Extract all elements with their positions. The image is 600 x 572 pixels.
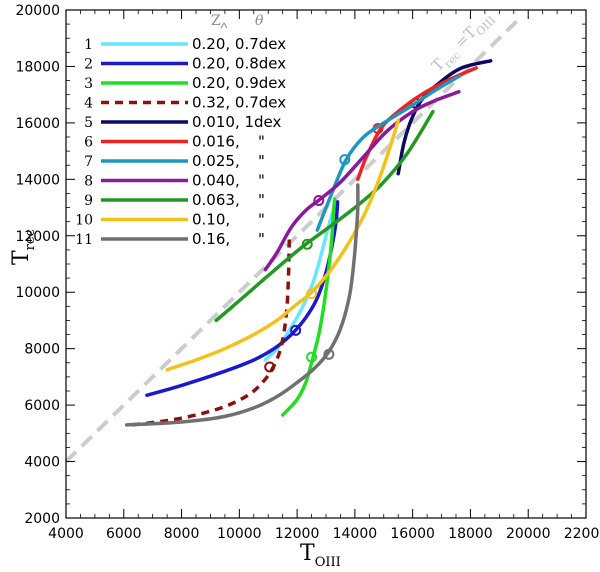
y-tick-label: 6000 <box>24 398 60 414</box>
y-tick-label: 16000 <box>15 116 60 132</box>
x-tick-label: 20000 <box>506 526 551 542</box>
legend-ditto: " <box>258 133 265 151</box>
legend-number: 11 <box>75 232 93 248</box>
series-layer <box>124 59 493 427</box>
legend-number: 3 <box>84 76 93 92</box>
legend-label: 0.10, <box>192 211 230 229</box>
legend-header-z-marker <box>220 22 228 29</box>
legend-entry-7: 7 0.025, " <box>84 152 265 170</box>
y-tick-label: 14000 <box>15 172 60 188</box>
series-marker <box>323 348 335 360</box>
legend-number: 7 <box>84 154 93 170</box>
legend-entry-11: 11 0.16, " <box>75 230 265 248</box>
legend-entry-1: 1 0.20, 0.7dex <box>84 35 286 53</box>
series-marker <box>306 288 318 300</box>
series-line <box>356 66 478 182</box>
legend-entry-9: 9 0.063, " <box>84 191 265 209</box>
diagonal-reference-line <box>64 14 524 463</box>
x-tick-label: 10000 <box>217 526 262 542</box>
y-tick-label: 12000 <box>15 229 60 245</box>
legend-label: 0.010, 1dex <box>192 113 282 131</box>
legend-entry-8: 8 0.040, " <box>84 172 265 190</box>
y-tick-label: 20000 <box>15 3 60 19</box>
series-marker <box>301 238 313 250</box>
x-tick-label: 8000 <box>164 526 200 542</box>
series-line <box>165 118 400 372</box>
legend-header-z: Z <box>211 13 221 29</box>
legend-ditto: " <box>258 211 265 229</box>
legend-label: 0.32, 0.7dex <box>192 94 286 112</box>
y-tick-label: 18000 <box>15 59 60 75</box>
legend-number: 2 <box>84 57 93 73</box>
x-tick-label: 16000 <box>390 526 435 542</box>
series-9 <box>214 109 435 323</box>
series-line <box>263 90 461 272</box>
legend-label: 0.20, 0.9dex <box>192 74 286 92</box>
legend-label: 0.16, <box>192 230 230 248</box>
y-tick-label: 4000 <box>24 455 60 471</box>
legend-label: 0.20, 0.8dex <box>192 55 286 73</box>
series-10 <box>165 118 400 372</box>
plot-frame <box>65 9 587 519</box>
series-marker <box>339 154 351 166</box>
x-tick-label: 14000 <box>333 526 378 542</box>
legend-number: 6 <box>84 135 93 151</box>
legend-number: 8 <box>84 174 93 190</box>
series-5 <box>396 59 493 176</box>
diagonal-reference-layer: Trec =TOIII <box>64 14 524 463</box>
legend-number: 4 <box>84 96 93 112</box>
legend-ditto: " <box>258 191 265 209</box>
legend-entry-2: 2 0.20, 0.8dex <box>84 55 286 73</box>
series-4 <box>132 238 292 427</box>
legend-ditto: " <box>258 172 265 190</box>
legend-entry-4: 4 0.32, 0.7dex <box>84 94 286 112</box>
y-axis-label: Trec <box>9 229 38 265</box>
legend-label: 0.20, 0.7dex <box>192 35 286 53</box>
x-tick-label: 22000 <box>564 526 600 542</box>
series-8 <box>263 90 461 272</box>
legend-entry-3: 3 0.20, 0.9dex <box>84 74 286 92</box>
series-marker <box>313 195 325 206</box>
tick-layer: 4000 6000 8000 10000 12000 14000 16000 18000 200… <box>15 3 600 542</box>
legend-number: 10 <box>75 213 93 229</box>
legend-entry-10: 10 0.10, " <box>75 211 265 229</box>
x-tick-label: 6000 <box>106 526 142 542</box>
legend-entry-5: 5 0.010, 1dex <box>84 113 281 131</box>
y-tick-label: 10000 <box>15 285 60 301</box>
x-tick-label: 12000 <box>275 526 320 542</box>
x-tick-label: 4000 <box>48 526 84 542</box>
legend-label: 0.025, <box>192 152 240 170</box>
legend-number: 5 <box>84 115 93 131</box>
series-11 <box>124 183 360 427</box>
x-axis-label: TOIII <box>300 541 341 570</box>
legend-label: 0.040, <box>192 172 240 190</box>
series-6 <box>356 66 478 182</box>
legend-ditto: " <box>258 152 265 170</box>
series-line <box>396 59 493 176</box>
series-marker <box>264 361 276 373</box>
legend-ditto: " <box>258 230 265 248</box>
x-tick-label: 18000 <box>448 526 493 542</box>
series-marker <box>306 351 318 363</box>
legend-entry-6: 6 0.016, " <box>84 133 265 151</box>
series-line <box>214 109 435 323</box>
legend-number: 1 <box>84 37 93 53</box>
y-tick-label: 8000 <box>24 342 60 358</box>
legend-number: 9 <box>84 193 93 209</box>
legend-label: 0.063, <box>192 191 240 209</box>
series-marker <box>290 324 302 336</box>
legend-label: 0.016, <box>192 133 240 151</box>
y-tick-label: 2000 <box>24 511 60 527</box>
series-line <box>124 183 360 427</box>
series-line <box>132 238 292 427</box>
legend-header-theta: θ <box>255 13 264 29</box>
